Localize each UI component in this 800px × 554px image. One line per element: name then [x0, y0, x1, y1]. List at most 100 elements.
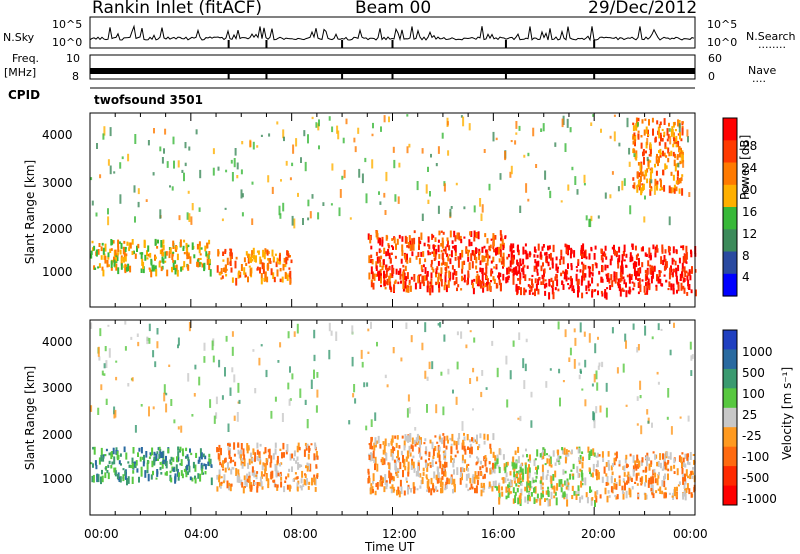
heatmap-cell [253, 254, 255, 260]
heatmap-cell [109, 248, 112, 253]
heatmap-cell [616, 367, 619, 374]
heatmap-cell [663, 453, 666, 462]
heatmap-cell [124, 246, 127, 250]
heatmap-cell [613, 131, 616, 142]
heatmap-cell [304, 474, 307, 479]
heatmap-cell [450, 443, 453, 446]
heatmap-cell [251, 466, 254, 473]
heatmap-cell [686, 275, 689, 281]
heatmap-cell [657, 159, 659, 167]
heatmap-cell [467, 473, 470, 479]
heatmap-cell [160, 266, 163, 272]
heatmap-cell [276, 455, 279, 464]
heatmap-cell [622, 478, 625, 482]
heatmap-cell [127, 476, 130, 484]
heatmap-cell [95, 212, 98, 217]
heatmap-cell [371, 133, 374, 137]
heatmap-cell [481, 465, 484, 469]
heatmap-cell [630, 275, 633, 281]
heatmap-cell [380, 284, 382, 288]
heatmap-cell [393, 447, 396, 451]
heatmap-cell [289, 398, 292, 401]
heatmap-cell [429, 191, 431, 197]
heatmap-cell [662, 453, 664, 460]
heatmap-cell [536, 254, 539, 258]
heatmap-cell [296, 486, 299, 492]
heatmap-cell [609, 258, 612, 266]
heatmap-cell [189, 256, 192, 264]
heatmap-cell [499, 173, 502, 180]
heatmap-cell [558, 368, 561, 374]
heatmap-cell [673, 322, 675, 328]
heatmap-cell [476, 480, 479, 486]
heatmap-cell [529, 252, 532, 256]
heatmap-cell [436, 441, 439, 444]
heatmap-cell [409, 433, 412, 440]
heatmap-cell [668, 152, 671, 157]
heatmap-cell [120, 463, 122, 466]
heatmap-cell [552, 450, 555, 457]
heatmap-cell [476, 434, 478, 442]
heatmap-cell [670, 187, 673, 194]
heatmap-cell [315, 464, 318, 469]
heatmap-cell [410, 335, 413, 343]
heatmap-cell [450, 446, 453, 455]
heatmap-cell [267, 175, 270, 183]
heatmap-cell [623, 279, 626, 285]
heatmap-cell [500, 237, 502, 241]
heatmap-cell [465, 344, 468, 349]
heatmap-cell [680, 282, 683, 291]
heatmap-cell [611, 327, 614, 334]
heatmap-cell [456, 467, 459, 475]
heatmap-cell [639, 477, 642, 483]
heatmap-cell [498, 485, 501, 494]
heatmap-cell [117, 239, 120, 248]
heatmap-cell [471, 250, 474, 256]
heatmap-cell [101, 242, 104, 246]
heatmap-cell [267, 484, 270, 489]
heatmap-cell [198, 245, 201, 254]
heatmap-cell [433, 251, 436, 257]
heatmap-cell [148, 406, 150, 417]
heatmap-cell [528, 278, 531, 281]
heatmap-cell [235, 277, 238, 286]
heatmap-cell [258, 451, 261, 458]
heatmap-cell [566, 245, 569, 249]
heatmap-cell [178, 472, 180, 478]
heatmap-cell [441, 485, 444, 492]
heatmap-cell [496, 486, 499, 491]
heatmap-cell [126, 266, 128, 272]
heatmap-cell [295, 476, 298, 480]
heatmap-cell [494, 462, 497, 469]
heatmap-cell [596, 472, 598, 481]
heatmap-cell [431, 441, 434, 450]
heatmap-cell [115, 263, 118, 271]
heatmap-cell [537, 465, 540, 470]
heatmap-cell [671, 495, 674, 498]
heatmap-cell [203, 342, 206, 351]
heatmap-cell [441, 252, 444, 260]
heatmap-cell [665, 280, 668, 283]
heatmap-cell [595, 469, 598, 476]
heatmap-cell [373, 442, 376, 451]
heatmap-cell [447, 256, 450, 262]
heatmap-cell [183, 252, 186, 255]
heatmap-cell [422, 264, 425, 268]
heatmap-cell [388, 265, 391, 271]
heatmap-cell [234, 260, 237, 269]
heatmap-cell [645, 150, 647, 154]
heatmap-cell [411, 251, 414, 257]
heatmap-cell [625, 454, 628, 460]
heatmap-cell [318, 145, 320, 150]
heatmap-cell [427, 463, 430, 467]
heatmap-cell [645, 253, 648, 257]
heatmap-cell [645, 494, 648, 500]
heatmap-cell [171, 466, 174, 472]
heatmap-cell [663, 480, 666, 488]
heatmap-cell [667, 388, 670, 398]
heatmap-cell [602, 458, 605, 462]
heatmap-cell [385, 481, 388, 487]
heatmap-cell [524, 274, 527, 281]
heatmap-cell [688, 462, 691, 466]
heatmap-cell [640, 247, 643, 252]
